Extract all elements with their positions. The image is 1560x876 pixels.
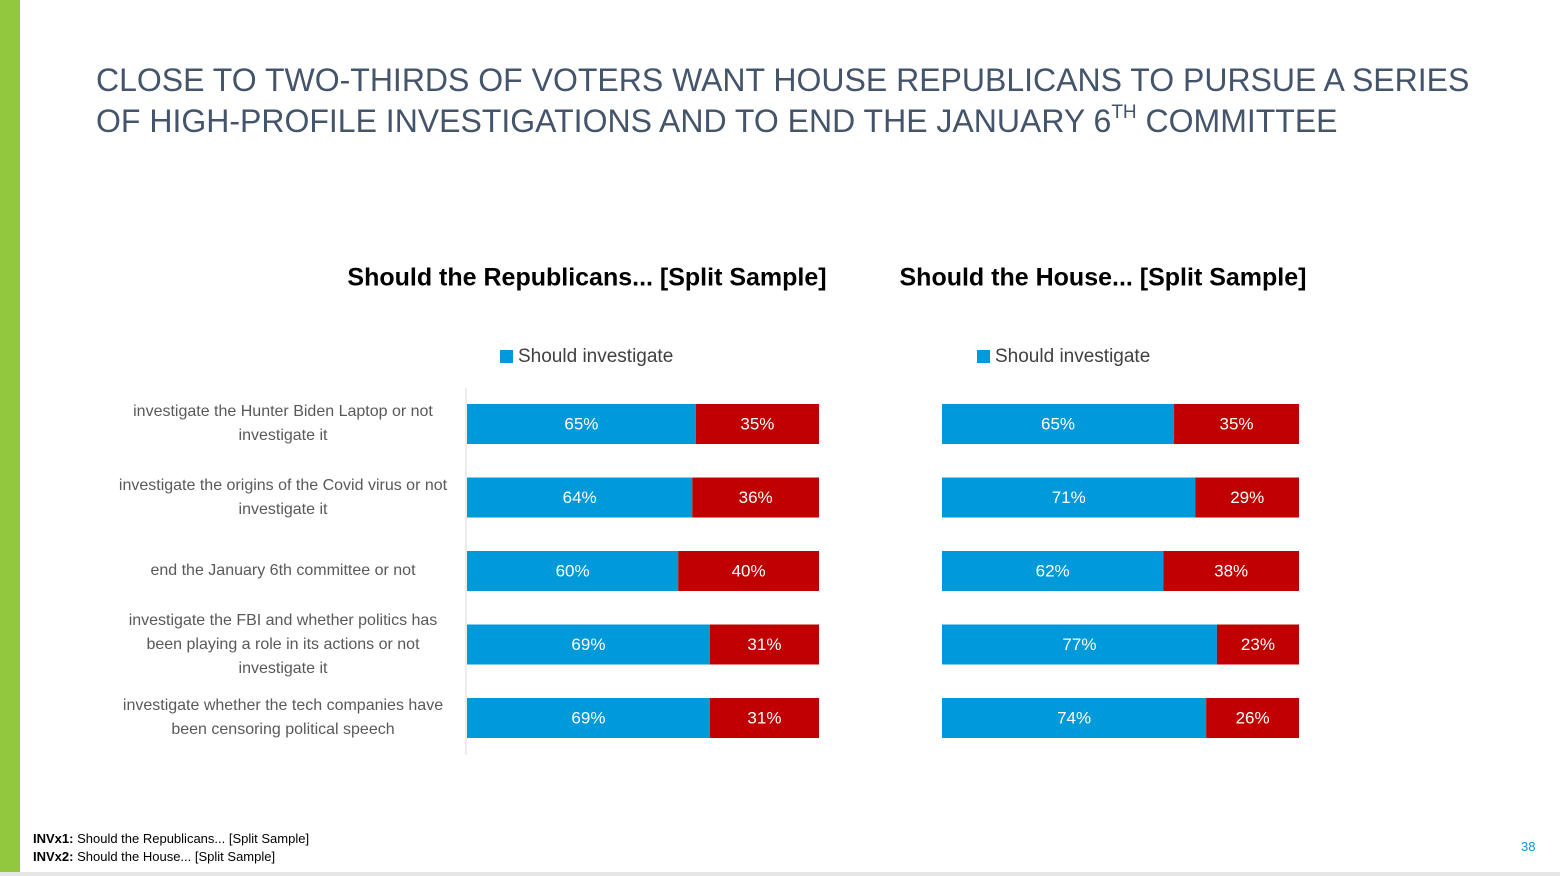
bar-segment: [678, 551, 819, 591]
value-label: 77%: [1062, 635, 1096, 654]
legend-swatch: [977, 350, 990, 363]
bar-segment: [1163, 551, 1299, 591]
title-line: CLOSE TO TWO-THIRDS OF VOTERS WANT HOUSE…: [96, 62, 1470, 98]
value-label: 31%: [747, 708, 781, 727]
chart-title: Should the House... [Split Sample]: [900, 264, 1307, 292]
value-label: 65%: [1041, 414, 1075, 433]
value-label: 35%: [1220, 414, 1254, 433]
bar-segment: [467, 698, 710, 738]
category-label: investigate whether the tech companies h…: [122, 697, 444, 738]
footnote-text: Should the House... [Split Sample]: [73, 849, 276, 864]
legend-label: Should investigate: [518, 346, 673, 367]
value-label: 71%: [1052, 488, 1086, 507]
bar-segment: [709, 624, 819, 665]
footnote-code: INVx1:: [33, 831, 74, 846]
title-superscript: TH: [1111, 102, 1137, 123]
bar-segment: [467, 404, 696, 444]
bar-segment: [467, 551, 679, 591]
footnotes: INVx1: Should the Republicans... [Split …: [33, 830, 309, 866]
page-number: 38: [1521, 839, 1536, 854]
footnote-code: INVx2:: [33, 849, 74, 864]
bar-segment: [1206, 698, 1299, 738]
bar-segment: [692, 477, 819, 518]
chart-title: Should the Republicans... [Split Sample]: [347, 264, 826, 292]
category-label: investigate the FBI and whether politics…: [128, 611, 438, 677]
value-label: 69%: [571, 635, 605, 654]
value-label: 60%: [556, 561, 590, 580]
bottom-rule: [0, 872, 1560, 876]
bar-segment: [942, 551, 1164, 591]
legend-swatch: [500, 350, 513, 363]
value-label: 64%: [563, 488, 597, 507]
value-label: 74%: [1057, 708, 1091, 727]
accent-bar: [0, 0, 20, 876]
value-label: 35%: [740, 414, 774, 433]
bar-segment: [1216, 624, 1299, 665]
title-end: COMMITTEE: [1136, 103, 1338, 139]
value-label: 69%: [571, 708, 605, 727]
title-line: OF HIGH-PROFILE INVESTIGATIONS AND TO EN…: [96, 103, 1112, 139]
footnote: INVx1: Should the Republicans... [Split …: [33, 830, 309, 848]
footnote-text: Should the Republicans... [Split Sample]: [73, 831, 310, 846]
bar-segment: [1195, 477, 1299, 518]
bar-segment: [942, 698, 1207, 738]
bar-segment: [695, 404, 819, 444]
value-label: 26%: [1236, 708, 1270, 727]
legend-label: Should investigate: [995, 346, 1150, 367]
value-label: 23%: [1241, 635, 1275, 654]
value-label: 36%: [739, 488, 773, 507]
bar-segment: [942, 624, 1217, 665]
bar-segment: [709, 698, 819, 738]
value-label: 65%: [564, 414, 598, 433]
category-label: investigate the Hunter Biden Laptop or n…: [133, 403, 433, 444]
bar-segment: [1174, 404, 1299, 444]
footnote: INVx2: Should the House... [Split Sample…: [33, 848, 309, 866]
value-label: 62%: [1036, 561, 1070, 580]
category-label: investigate the origins of the Covid vir…: [118, 476, 448, 518]
bar-segment: [942, 404, 1175, 444]
bar-segment: [942, 477, 1196, 518]
bar-segment: [467, 477, 693, 518]
value-label: 31%: [747, 635, 781, 654]
slide-title: CLOSE TO TWO-THIRDS OF VOTERS WANT HOUSE…: [96, 60, 1469, 142]
value-label: 38%: [1214, 561, 1248, 580]
value-label: 40%: [732, 561, 766, 580]
value-label: 29%: [1230, 488, 1264, 507]
bar-segment: [467, 624, 710, 665]
category-label: end the January 6th committee or not: [150, 562, 416, 579]
